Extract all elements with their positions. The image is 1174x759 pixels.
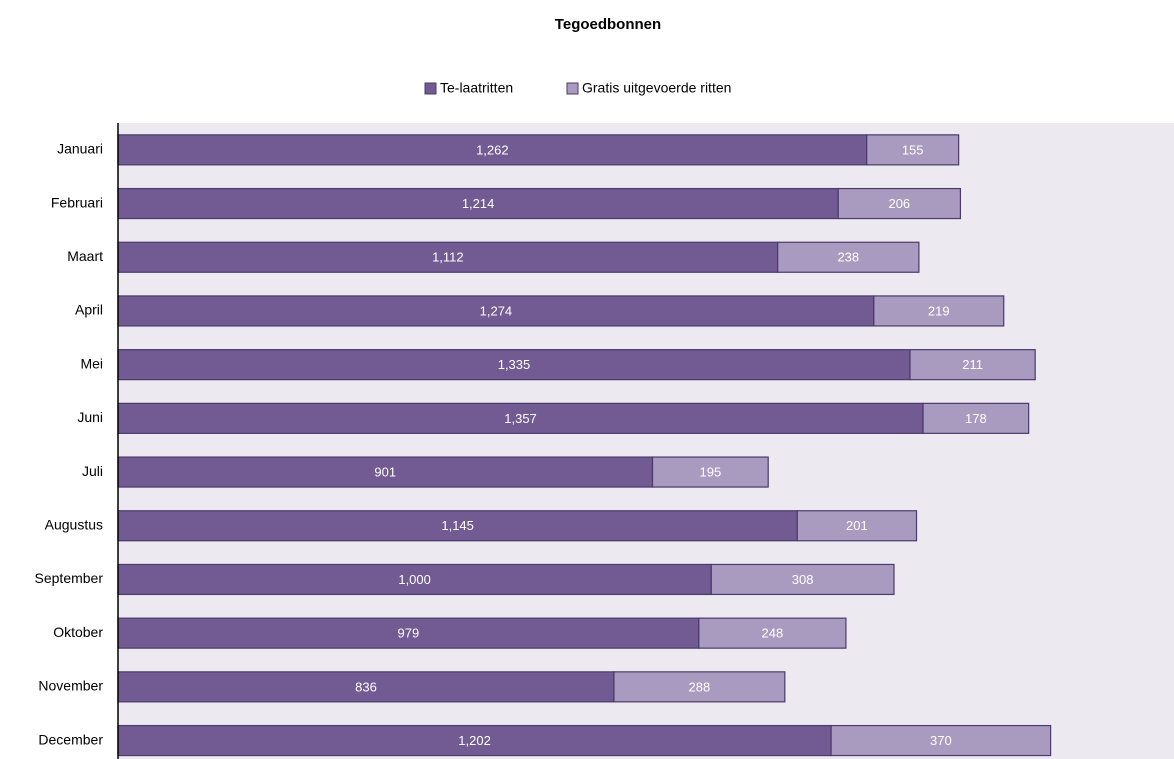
value-label: 1,335 <box>498 357 531 372</box>
y-tick-label: April <box>75 302 103 318</box>
bar-segment <box>909 349 1036 381</box>
y-tick-label: September <box>35 570 104 586</box>
bar-segment <box>117 671 615 703</box>
bar-segment <box>710 563 895 596</box>
y-tick-label: December <box>38 731 103 747</box>
value-label: 219 <box>928 303 950 318</box>
y-tick-label: Oktober <box>53 624 103 640</box>
value-label: 1,357 <box>504 411 537 426</box>
y-tick-label: Januari <box>57 141 103 157</box>
value-label: 370 <box>930 733 952 748</box>
value-label: 211 <box>962 357 983 372</box>
bar-segment <box>117 134 868 166</box>
y-tick-label: November <box>38 678 103 694</box>
legend-label: Gratis uitgevoerde ritten <box>582 80 731 96</box>
value-label: 1,145 <box>441 518 474 533</box>
bar-segment <box>613 671 786 703</box>
value-label: 206 <box>888 196 910 211</box>
value-label: 901 <box>374 464 396 479</box>
y-tick-label: Februari <box>51 194 103 210</box>
bar-segment <box>837 187 962 220</box>
bar-segment <box>117 187 839 220</box>
value-label: 1,202 <box>458 733 491 748</box>
bar-segment <box>796 510 918 542</box>
value-label: 201 <box>846 518 868 533</box>
y-tick-label: Maart <box>67 248 103 264</box>
y-tick-label: Juni <box>77 409 103 425</box>
bar-segment <box>651 456 769 488</box>
legend-swatch <box>566 82 579 95</box>
value-label: 1,262 <box>476 142 509 157</box>
y-tick-label: Juli <box>82 463 103 479</box>
value-label: 155 <box>902 142 924 157</box>
value-label: 1,274 <box>480 303 513 318</box>
value-label: 248 <box>762 626 784 641</box>
value-label: 288 <box>689 679 711 694</box>
bar-segment <box>873 295 1005 327</box>
legend-label: Te-laatritten <box>440 80 513 96</box>
y-tick-label: Augustus <box>45 516 103 532</box>
bar-segment <box>117 563 712 596</box>
plot-area <box>118 123 1174 759</box>
value-label: 178 <box>965 411 987 426</box>
value-label: 1,112 <box>432 250 464 265</box>
chart-title: Tegoedbonnen <box>555 16 661 33</box>
value-label: 1,214 <box>462 196 495 211</box>
bar-segment <box>866 134 960 166</box>
legend-swatch <box>424 82 437 95</box>
value-label: 979 <box>398 626 420 641</box>
value-label: 1,000 <box>398 572 431 587</box>
bar-segment <box>117 724 832 757</box>
bar-segment <box>117 241 779 273</box>
y-tick-label: Mei <box>80 355 103 371</box>
value-label: 195 <box>700 464 722 479</box>
bar-segment <box>698 617 847 649</box>
bar-segment <box>777 241 920 273</box>
bar-segment <box>922 402 1030 434</box>
value-label: 238 <box>837 250 859 265</box>
value-label: 836 <box>355 679 377 694</box>
bar-segment <box>830 724 1052 757</box>
bar-segment <box>117 510 798 542</box>
value-label: 308 <box>792 572 814 587</box>
